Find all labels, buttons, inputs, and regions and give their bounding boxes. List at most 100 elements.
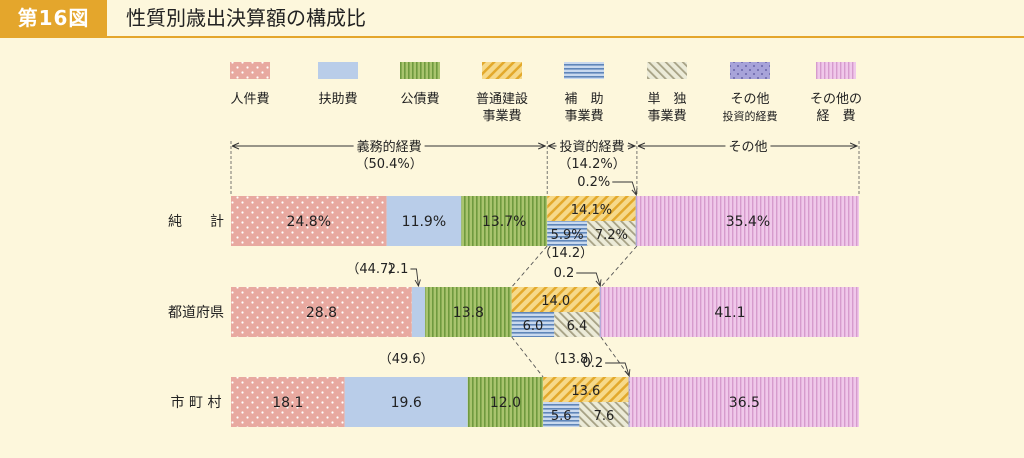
bar-value-label: 35.4% — [726, 214, 770, 230]
legend-label-hojo: 事業費 — [564, 108, 603, 124]
bar-segment-fujo — [411, 287, 426, 337]
row-label: 市 町 村 — [171, 394, 222, 411]
connector-line — [600, 336, 631, 378]
bar-segment-sonota_keihi — [629, 377, 859, 427]
group-label-sonota: その他 — [728, 140, 767, 155]
legend-swatch-fujo — [318, 62, 358, 79]
legend-swatch-jinken — [230, 62, 270, 79]
bar-segment-hojo — [511, 312, 555, 337]
callout-sonota-toshi: 0.2% — [577, 175, 610, 190]
bar-value-label: 28.8 — [306, 305, 337, 321]
header-rule — [0, 36, 1024, 38]
bar-segment-sonota_toshi — [628, 377, 630, 427]
bar-segment-sonota_keihi — [600, 287, 859, 337]
legend-label-tandoku: 事業費 — [647, 108, 686, 124]
legend-label-sonota_keihi: 経 費 — [816, 109, 855, 124]
row-label: 都道府県 — [168, 305, 224, 321]
callout-fujo: 2.1 — [388, 262, 409, 277]
bar-value-label: 11.9% — [402, 214, 446, 230]
bar-segment-futsu — [547, 196, 636, 221]
bar-segment-hojo — [543, 402, 580, 427]
bar-segment-sonota_keihi — [636, 196, 859, 246]
bar-value-label: 7.2% — [595, 228, 628, 243]
bar-value-label: 13.8 — [453, 305, 484, 321]
bar-row: 純 計 24.8% 11.9% 13.7% 14.1% 5.9% 7.2% 35.4% — [168, 196, 859, 246]
legend-label-fujo: 扶助費 — [318, 92, 357, 107]
group-label-gimu: 義務的経費 — [357, 139, 422, 155]
bar-segment-sonota_toshi — [599, 287, 601, 337]
figure-header: 第16図 性質別歳出決算額の構成比 — [0, 0, 1024, 38]
legend-label-hojo: 補 助 — [564, 92, 603, 107]
legend-label-sonota_toshi: その他 — [730, 92, 769, 107]
bar-segment-tandoku — [579, 402, 629, 427]
figure-title: 性質別歳出決算額の構成比 — [126, 6, 366, 30]
subtotal-gimu: （49.6） — [379, 352, 434, 367]
legend-swatch-hojo — [564, 62, 604, 79]
bracket-label-bg — [556, 137, 628, 155]
bar-segment-tandoku — [554, 312, 600, 337]
legend-label-futsu: 事業費 — [482, 108, 521, 124]
bar-value-label: 18.1 — [272, 395, 303, 411]
bar-value-label: 12.0 — [490, 395, 521, 411]
bar-value-label: 13.7% — [482, 214, 526, 230]
legend-label-jinken: 人件費 — [230, 92, 269, 107]
group-pct-gimu: （50.4%） — [355, 157, 422, 172]
bar-row: 都道府県 28.8 13.8 14.0 6.0 6.4 41.1 — [168, 287, 859, 337]
bar-value-label: 6.4 — [567, 319, 588, 334]
legend-label-tandoku: 単 独 — [647, 91, 686, 107]
legend-label-sonota_keihi: その他の — [810, 92, 862, 107]
bracket-label-bg — [353, 137, 425, 155]
bar-row: 市 町 村 18.1 19.6 12.0 13.6 5.6 7.6 36.5 — [171, 377, 859, 427]
legend-swatch-sonota_toshi — [730, 62, 770, 79]
bar-segment-fujo — [344, 377, 468, 427]
bar-value-label: 14.1% — [571, 203, 612, 218]
connector-line — [600, 245, 638, 288]
legend-swatch-tandoku — [647, 62, 687, 79]
group-pct-toshi: （14.2%） — [558, 157, 625, 172]
bar-segment-jinken — [231, 377, 345, 427]
bar-value-label: 6.0 — [523, 319, 544, 334]
callout-arrow — [612, 181, 636, 195]
callout-arrow — [410, 268, 418, 286]
bar-value-label: 19.6 — [391, 395, 422, 411]
legend-label-futsu: 普通建設 — [476, 91, 528, 107]
row-label: 純 計 — [168, 214, 224, 230]
bar-value-label: 36.5 — [729, 395, 760, 411]
bar-value-label: 41.1 — [714, 305, 745, 321]
legend-swatch-sonota_keihi — [816, 62, 856, 79]
bar-value-label: 5.6 — [551, 409, 572, 424]
connector-lines — [511, 245, 638, 378]
bar-value-label: 7.6 — [594, 409, 615, 424]
callout-arrow — [576, 272, 600, 286]
bar-value-label: 5.9% — [551, 228, 584, 243]
bar-segment-futsu — [543, 377, 629, 402]
bar-segment-fujo — [386, 196, 462, 246]
bar-segment-jinken — [231, 287, 412, 337]
callout-arrow — [605, 362, 629, 376]
connector-line — [511, 245, 548, 288]
subtotal-gimu: （44.7） — [346, 262, 401, 277]
bar-value-label: 24.8% — [287, 214, 331, 230]
bar-segment-jinken — [231, 196, 387, 246]
legend-swatch-kosai — [400, 62, 440, 79]
bar-segment-kosai — [461, 196, 548, 246]
callout-sonota-toshi: 0.2 — [582, 356, 603, 371]
bar-segment-futsu — [511, 287, 600, 312]
bar-segment-sonota_toshi — [635, 196, 637, 246]
subtotal-toshi: （13.8） — [546, 352, 601, 367]
legend-label-kosai: 公債費 — [400, 92, 439, 107]
bar-value-label: 13.6 — [571, 384, 600, 399]
bar-value-label: 14.0 — [541, 294, 570, 309]
bar-segment-tandoku — [587, 221, 636, 246]
bars: 純 計 24.8% 11.9% 13.7% 14.1% 5.9% 7.2% 35.4% 都道府県… — [168, 196, 859, 427]
group-label-toshi: 投資的経費 — [560, 139, 625, 155]
callout-sonota-toshi: 0.2 — [554, 266, 575, 281]
annotations: 0.2% 0.2 2.1（44.7） （14.2） 0.2 （49.6） （13.8） — [346, 175, 636, 376]
bar-segment-kosai — [425, 287, 512, 337]
bar-segment-hojo — [547, 221, 588, 246]
legend-label-sonota_toshi: 投資的経費 — [723, 109, 778, 123]
bracket-label-bg — [725, 137, 771, 155]
figure-number-badge: 第16図 — [0, 0, 107, 36]
